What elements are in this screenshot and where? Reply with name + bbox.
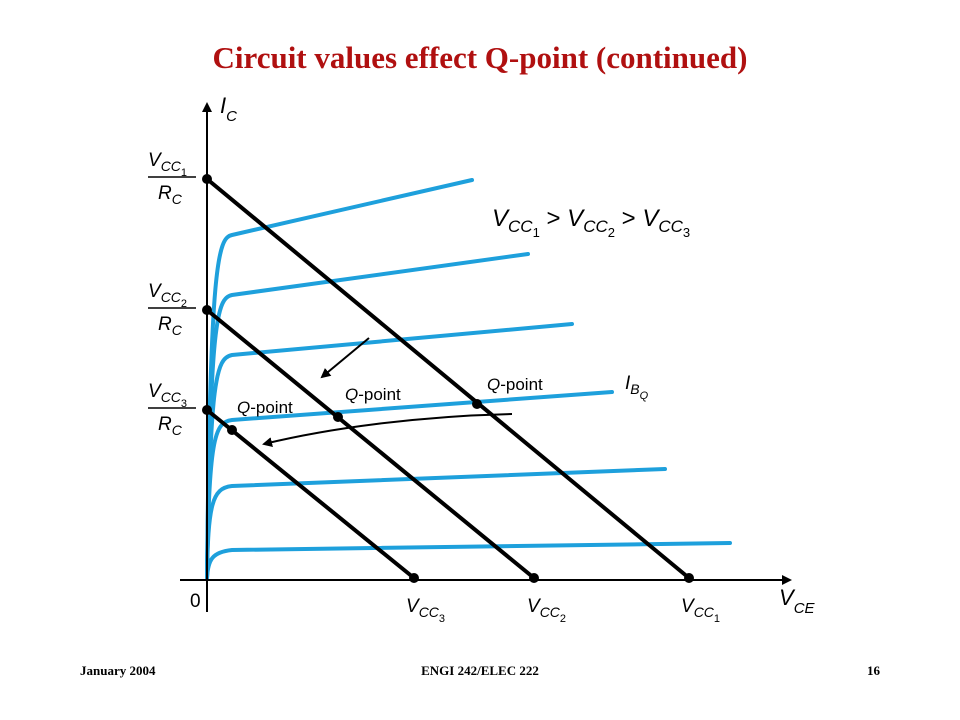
y-axis-label: IC <box>220 93 237 125</box>
q-point-label-vcc1: Q-point <box>487 375 543 394</box>
svg-text:RC: RC <box>158 314 183 338</box>
collector-curves <box>205 178 732 580</box>
curved-shift-arrow <box>262 413 513 447</box>
svg-text:VCC2: VCC2 <box>148 281 187 310</box>
y-intercept-dot-vcc1 <box>202 174 212 184</box>
ib-curve-6 <box>205 178 474 580</box>
footer-course: ENGI 242/ELEC 222 <box>421 663 539 678</box>
ibq-label: IBQ <box>625 373 649 402</box>
slide-title: Circuit values effect Q-point (continued… <box>212 40 748 75</box>
svg-text:RC: RC <box>158 414 183 438</box>
intercept-dots <box>202 174 694 583</box>
y-intercept-dot-vcc3 <box>202 405 212 415</box>
q-point-label-vcc2: Q-point <box>345 385 401 404</box>
q-point-dots <box>227 399 482 435</box>
q-point-dot-vcc3 <box>227 425 237 435</box>
vcc-relation-label: VCC1 > VCC2 > VCC3 <box>492 205 690 240</box>
x-intercept-dot-vcc2 <box>529 573 539 583</box>
ib-curve-4 <box>205 322 574 580</box>
y-intercept-dot-vcc2 <box>202 305 212 315</box>
footer-date: January 2004 <box>80 663 156 678</box>
x-intercept-label-vcc1: VCC1 <box>681 596 720 625</box>
x-intercept-label-vcc3: VCC3 <box>406 596 445 625</box>
x-intercept-dot-vcc1 <box>684 573 694 583</box>
load-lines <box>205 177 691 580</box>
load-line-vcc3 <box>205 408 416 580</box>
y-intercept-label-vcc2: VCC2 RC <box>148 281 196 338</box>
svg-text:VCC3: VCC3 <box>148 381 187 410</box>
q-point-label-vcc3: Q-point <box>237 398 293 417</box>
y-intercept-label-vcc3: VCC3 RC <box>148 381 196 438</box>
footer-page-number: 16 <box>867 663 880 678</box>
load-line-vcc1 <box>205 177 691 580</box>
q-point-dot-vcc1 <box>472 399 482 409</box>
q-point-dot-vcc2 <box>333 412 343 422</box>
y-intercept-label-vcc1: VCC1 RC <box>148 150 196 207</box>
x-intercept-dot-vcc3 <box>409 573 419 583</box>
shift-arrows <box>262 337 513 447</box>
x-axis-label: VCE <box>779 585 816 617</box>
origin-label: 0 <box>190 591 201 612</box>
load-line-vcc2 <box>205 308 536 580</box>
x-intercept-label-vcc2: VCC2 <box>527 596 566 625</box>
ib-curve-2 <box>205 467 667 580</box>
svg-text:RC: RC <box>158 183 183 207</box>
diagonal-shift-arrow <box>320 337 370 379</box>
svg-text:VCC1: VCC1 <box>148 150 187 179</box>
